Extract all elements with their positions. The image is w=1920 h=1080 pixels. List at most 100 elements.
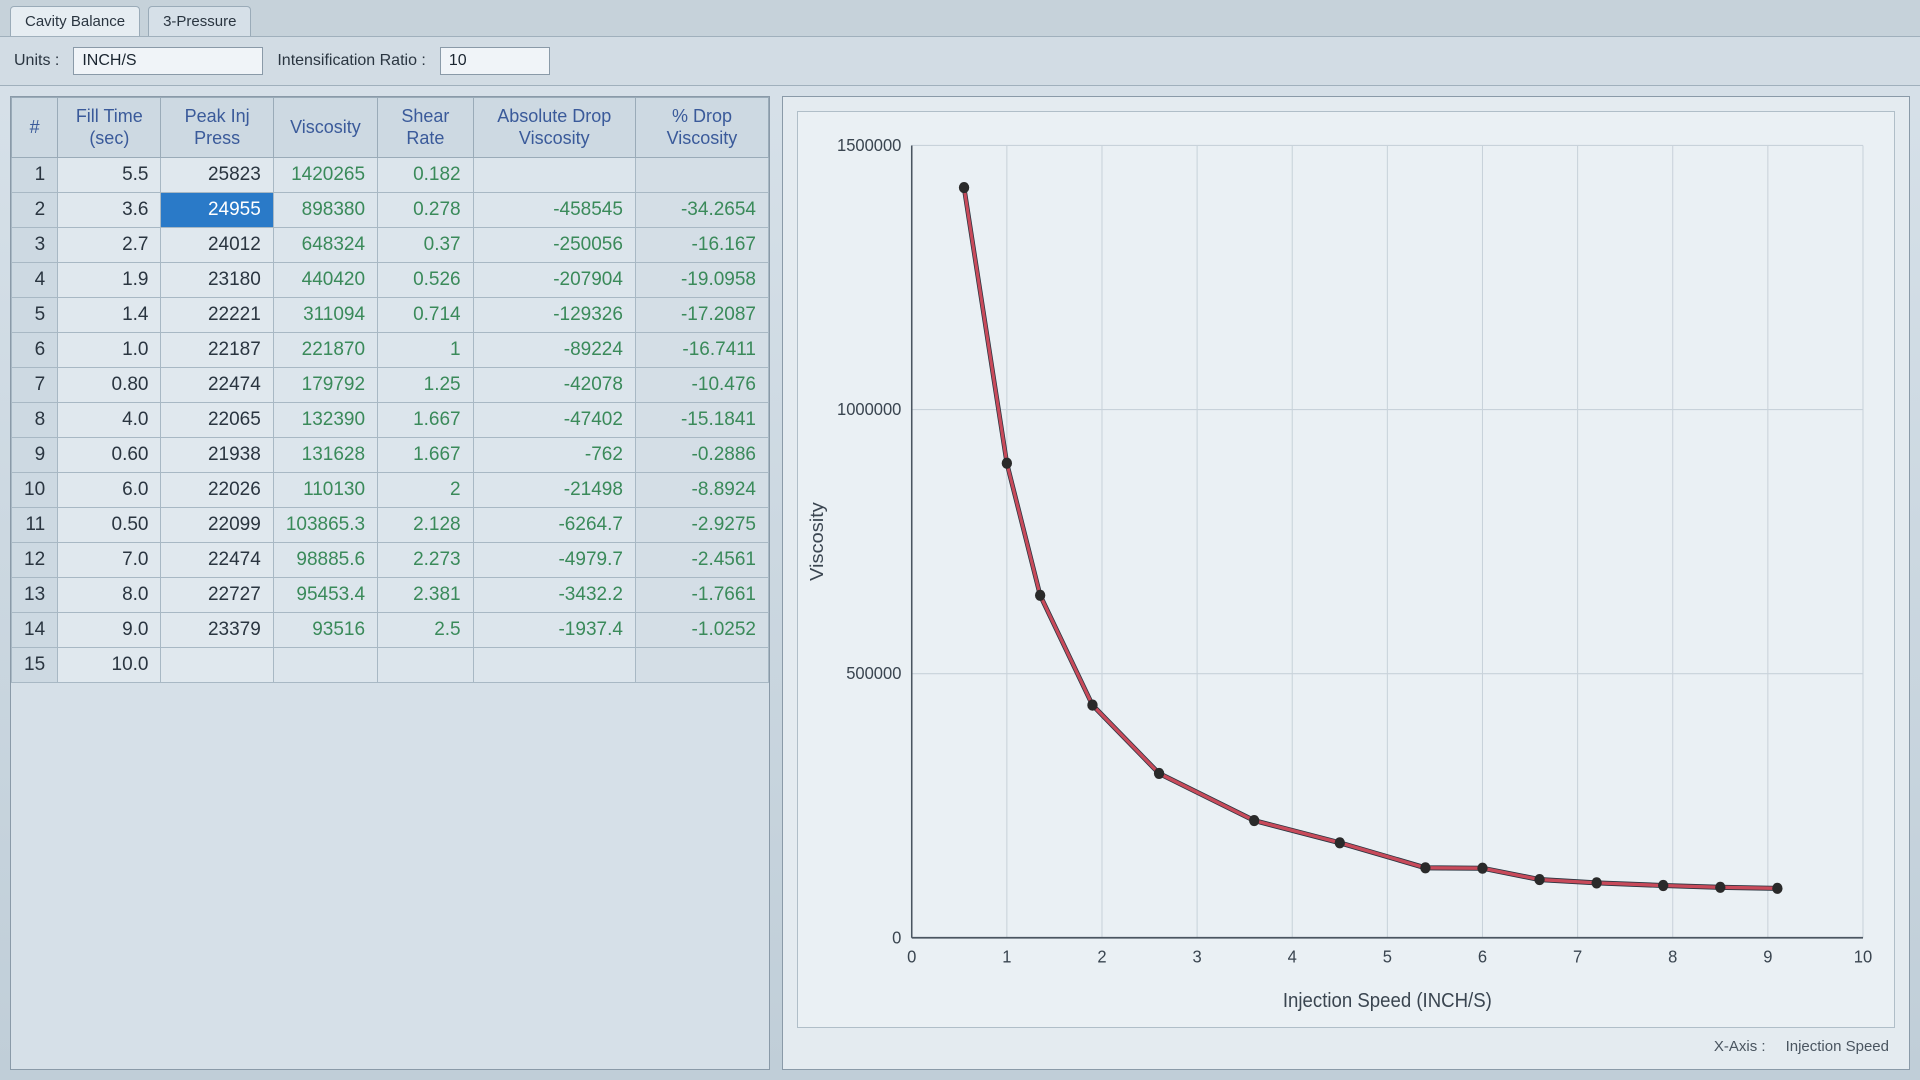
cell-absdrop[interactable]: -89224 <box>473 333 635 368</box>
cell-idx[interactable]: 10 <box>12 473 58 508</box>
cell-shear[interactable]: 1 <box>378 333 474 368</box>
cell-shear[interactable]: 0.278 <box>378 193 474 228</box>
cell-pctdrop[interactable]: -34.2654 <box>635 193 768 228</box>
cell-time[interactable]: 6.0 <box>58 473 161 508</box>
cell-time[interactable]: 9.0 <box>58 613 161 648</box>
table-row[interactable]: 138.02272795453.42.381-3432.2-1.7661 <box>12 578 769 613</box>
cell-time[interactable]: 7.0 <box>58 543 161 578</box>
cell-idx[interactable]: 2 <box>12 193 58 228</box>
cell-visc[interactable]: 110130 <box>273 473 377 508</box>
cell-time[interactable]: 5.5 <box>58 158 161 193</box>
cell-shear[interactable]: 2.381 <box>378 578 474 613</box>
cell-shear[interactable]: 2 <box>378 473 474 508</box>
cell-visc[interactable] <box>273 648 377 683</box>
cell-idx[interactable]: 9 <box>12 438 58 473</box>
cell-visc[interactable]: 93516 <box>273 613 377 648</box>
tab-cavity-balance[interactable]: Cavity Balance <box>10 6 140 36</box>
col-visc[interactable]: Viscosity <box>273 98 377 158</box>
cell-visc[interactable]: 98885.6 <box>273 543 377 578</box>
cell-idx[interactable]: 7 <box>12 368 58 403</box>
cell-absdrop[interactable]: -762 <box>473 438 635 473</box>
cell-press[interactable]: 22727 <box>161 578 273 613</box>
cell-idx[interactable]: 14 <box>12 613 58 648</box>
cell-press[interactable]: 24955 <box>161 193 273 228</box>
cell-visc[interactable]: 131628 <box>273 438 377 473</box>
cell-time[interactable]: 1.0 <box>58 333 161 368</box>
cell-shear[interactable]: 1.667 <box>378 438 474 473</box>
cell-press[interactable]: 24012 <box>161 228 273 263</box>
cell-pctdrop[interactable]: -2.4561 <box>635 543 768 578</box>
table-row[interactable]: 106.0220261101302-21498-8.8924 <box>12 473 769 508</box>
cell-time[interactable]: 1.4 <box>58 298 161 333</box>
cell-idx[interactable]: 15 <box>12 648 58 683</box>
cell-visc[interactable]: 221870 <box>273 333 377 368</box>
tab-3-pressure[interactable]: 3-Pressure <box>148 6 251 36</box>
cell-visc[interactable]: 95453.4 <box>273 578 377 613</box>
cell-pctdrop[interactable]: -17.2087 <box>635 298 768 333</box>
cell-absdrop[interactable]: -4979.7 <box>473 543 635 578</box>
table-row[interactable]: 127.02247498885.62.273-4979.7-2.4561 <box>12 543 769 578</box>
table-row[interactable]: 23.6249558983800.278-458545-34.2654 <box>12 193 769 228</box>
cell-press[interactable]: 22221 <box>161 298 273 333</box>
cell-press[interactable]: 22474 <box>161 368 273 403</box>
cell-shear[interactable]: 0.37 <box>378 228 474 263</box>
cell-visc[interactable]: 1420265 <box>273 158 377 193</box>
cell-visc[interactable]: 648324 <box>273 228 377 263</box>
col-time[interactable]: Fill Time (sec) <box>58 98 161 158</box>
cell-press[interactable]: 22187 <box>161 333 273 368</box>
cell-time[interactable]: 8.0 <box>58 578 161 613</box>
cell-visc[interactable]: 103865.3 <box>273 508 377 543</box>
cell-absdrop[interactable]: -3432.2 <box>473 578 635 613</box>
cell-shear[interactable]: 1.667 <box>378 403 474 438</box>
cell-absdrop[interactable]: -129326 <box>473 298 635 333</box>
cell-shear[interactable]: 0.526 <box>378 263 474 298</box>
cell-idx[interactable]: 8 <box>12 403 58 438</box>
cell-pctdrop[interactable]: -1.7661 <box>635 578 768 613</box>
cell-shear[interactable]: 2.273 <box>378 543 474 578</box>
cell-shear[interactable] <box>378 648 474 683</box>
cell-pctdrop[interactable] <box>635 648 768 683</box>
cell-absdrop[interactable]: -1937.4 <box>473 613 635 648</box>
units-input[interactable] <box>73 47 263 75</box>
cell-idx[interactable]: 13 <box>12 578 58 613</box>
table-row[interactable]: 149.023379935162.5-1937.4-1.0252 <box>12 613 769 648</box>
cell-idx[interactable]: 12 <box>12 543 58 578</box>
cell-press[interactable]: 21938 <box>161 438 273 473</box>
table-row[interactable]: 110.5022099103865.32.128-6264.7-2.9275 <box>12 508 769 543</box>
cell-time[interactable]: 0.50 <box>58 508 161 543</box>
cell-pctdrop[interactable] <box>635 158 768 193</box>
cell-press[interactable]: 25823 <box>161 158 273 193</box>
cell-absdrop[interactable]: -6264.7 <box>473 508 635 543</box>
cell-pctdrop[interactable]: -15.1841 <box>635 403 768 438</box>
cell-shear[interactable]: 0.182 <box>378 158 474 193</box>
table-row[interactable]: 51.4222213110940.714-129326-17.2087 <box>12 298 769 333</box>
cell-visc[interactable]: 132390 <box>273 403 377 438</box>
table-row[interactable]: 32.7240126483240.37-250056-16.167 <box>12 228 769 263</box>
cell-absdrop[interactable]: -250056 <box>473 228 635 263</box>
cell-press[interactable]: 22474 <box>161 543 273 578</box>
cell-pctdrop[interactable]: -10.476 <box>635 368 768 403</box>
table-row[interactable]: 90.60219381316281.667-762-0.2886 <box>12 438 769 473</box>
cell-absdrop[interactable]: -47402 <box>473 403 635 438</box>
cell-pctdrop[interactable]: -1.0252 <box>635 613 768 648</box>
cell-time[interactable]: 10.0 <box>58 648 161 683</box>
cell-shear[interactable]: 0.714 <box>378 298 474 333</box>
table-row[interactable]: 15.52582314202650.182 <box>12 158 769 193</box>
cell-press[interactable]: 22099 <box>161 508 273 543</box>
col-absdrop[interactable]: Absolute Drop Viscosity <box>473 98 635 158</box>
table-row[interactable]: 41.9231804404200.526-207904-19.0958 <box>12 263 769 298</box>
cell-visc[interactable]: 440420 <box>273 263 377 298</box>
cell-shear[interactable]: 2.5 <box>378 613 474 648</box>
cell-press[interactable]: 23379 <box>161 613 273 648</box>
cell-press[interactable] <box>161 648 273 683</box>
xaxis-selector-value[interactable]: Injection Speed <box>1786 1038 1889 1055</box>
cell-absdrop[interactable] <box>473 648 635 683</box>
ratio-input[interactable] <box>440 47 550 75</box>
table-row[interactable]: 84.0220651323901.667-47402-15.1841 <box>12 403 769 438</box>
cell-visc[interactable]: 311094 <box>273 298 377 333</box>
cell-pctdrop[interactable]: -16.167 <box>635 228 768 263</box>
col-press[interactable]: Peak Inj Press <box>161 98 273 158</box>
cell-time[interactable]: 0.80 <box>58 368 161 403</box>
cell-shear[interactable]: 1.25 <box>378 368 474 403</box>
cell-press[interactable]: 22065 <box>161 403 273 438</box>
